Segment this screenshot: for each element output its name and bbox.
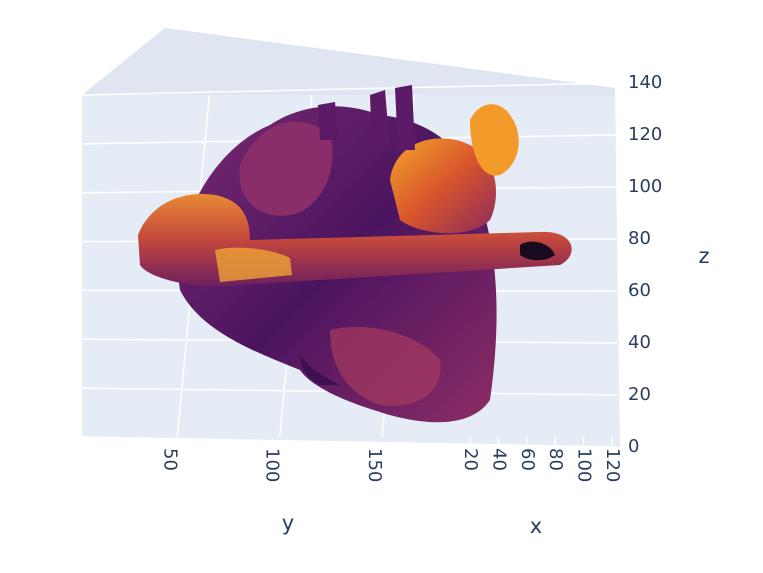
y-tick-label: 150 [364,448,385,482]
z-tick-label: 120 [628,124,662,145]
x-tick-label: 60 [517,448,538,471]
z-tick-label: 60 [628,280,651,301]
volume-render [138,85,572,423]
y-tick-label: 100 [262,448,283,482]
z-tick-label: 40 [628,332,651,353]
y-axis-title: y [282,511,294,535]
x-axis-title: x [530,514,542,538]
z-tick-label: 80 [628,228,651,249]
x-tick-label: 80 [545,448,566,471]
z-tick-label: 0 [628,436,639,457]
x-tick-label: 100 [574,448,595,482]
z-tick-label: 100 [628,176,662,197]
z-tick-label: 140 [628,72,662,93]
z-grid-line [81,436,618,448]
x-tick-label: 20 [460,448,481,471]
z-axis-title: z [698,244,709,268]
x-tick-label: 40 [488,448,509,471]
y-tick-label: 50 [159,448,180,471]
z-grid-line [81,82,618,96]
x-tick-label: 120 [602,448,623,482]
z-tick-label: 20 [628,384,651,405]
tick-labels: 0 20 40 60 80 100 120 140 50 100 150 20 40 60 80 100 120 [159,72,662,482]
